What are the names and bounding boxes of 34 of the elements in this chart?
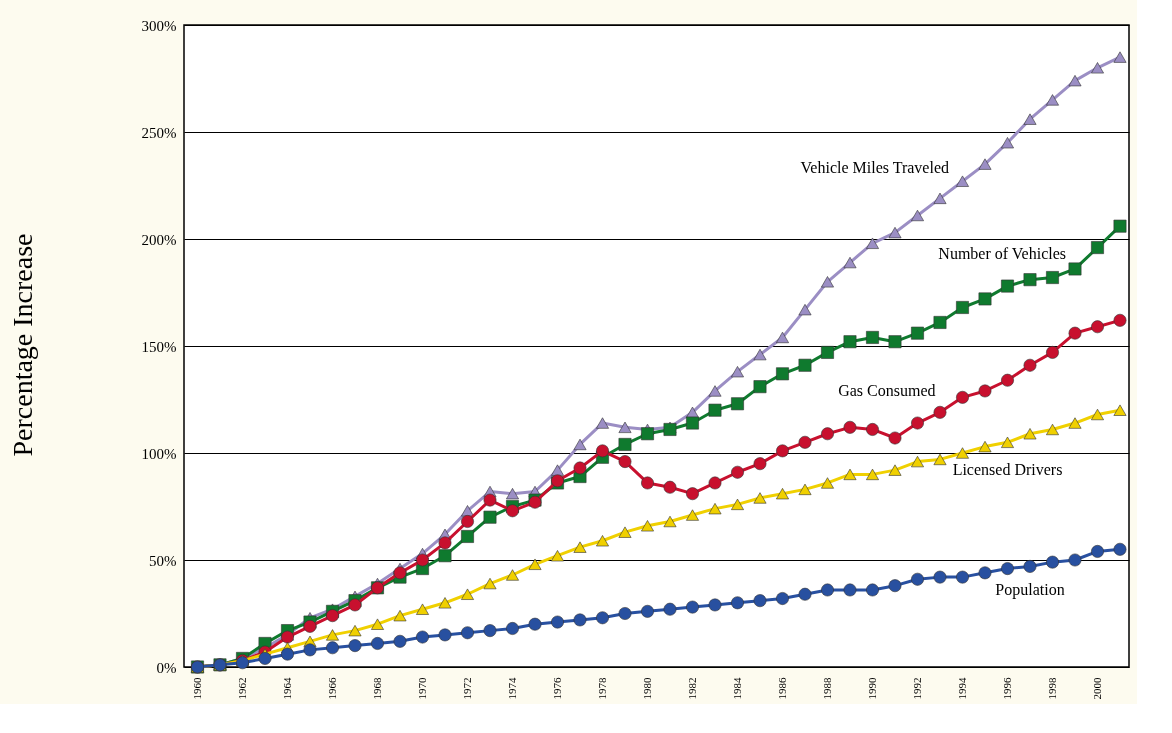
x-tick-label: 1962 [236,677,248,700]
x-tick-label: 1986 [776,677,788,700]
y-axis-title: Percentage Increase [7,233,38,457]
x-tick-label: 2000 [1091,677,1103,700]
x-tick-label: 1972 [461,677,473,700]
x-tick-label: 1960 [191,677,203,700]
x-tick-label: 1976 [551,677,563,700]
x-tick-label: 1996 [1001,677,1013,700]
x-tick-label: 1994 [956,677,968,700]
x-tick-label: 1966 [326,677,338,700]
x-tick-label: 1988 [821,677,833,700]
x-tick-label: 1990 [866,677,878,700]
x-tick-label: 1978 [596,677,608,700]
y-tick-label: 300% [141,17,177,34]
x-tick-label: 1980 [641,677,653,700]
x-tick-label: 1974 [506,677,518,700]
x-tick-label: 1998 [1046,677,1058,700]
y-tick-label: 250% [141,124,177,141]
y-tick-label: 150% [141,338,177,355]
series-label: Vehicle Miles Traveled [800,159,949,177]
series-label: Gas Consumed [838,381,936,399]
x-tick-label: 1964 [281,677,293,700]
x-tick-label: 1984 [731,677,743,700]
y-tick-label: 0% [156,659,177,676]
x-tick-label: 1992 [911,677,923,700]
series-label: Number of Vehicles [938,244,1066,262]
y-tick-label: 100% [141,445,177,462]
x-tick-label: 1982 [686,677,698,700]
series-label: Licensed Drivers [952,461,1063,479]
x-tick-label: 1970 [416,677,428,700]
y-tick-label: 200% [141,231,177,248]
series-label: Population [995,580,1065,599]
x-tick-label: 1968 [371,677,383,700]
y-tick-label: 50% [149,552,177,569]
